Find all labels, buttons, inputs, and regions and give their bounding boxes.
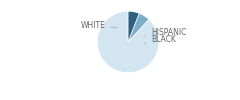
Wedge shape [97,11,159,73]
Text: BLACK: BLACK [144,35,176,44]
Wedge shape [128,11,139,42]
Text: HISPANIC: HISPANIC [145,28,186,37]
Text: WHITE: WHITE [80,21,118,30]
Wedge shape [128,13,149,42]
